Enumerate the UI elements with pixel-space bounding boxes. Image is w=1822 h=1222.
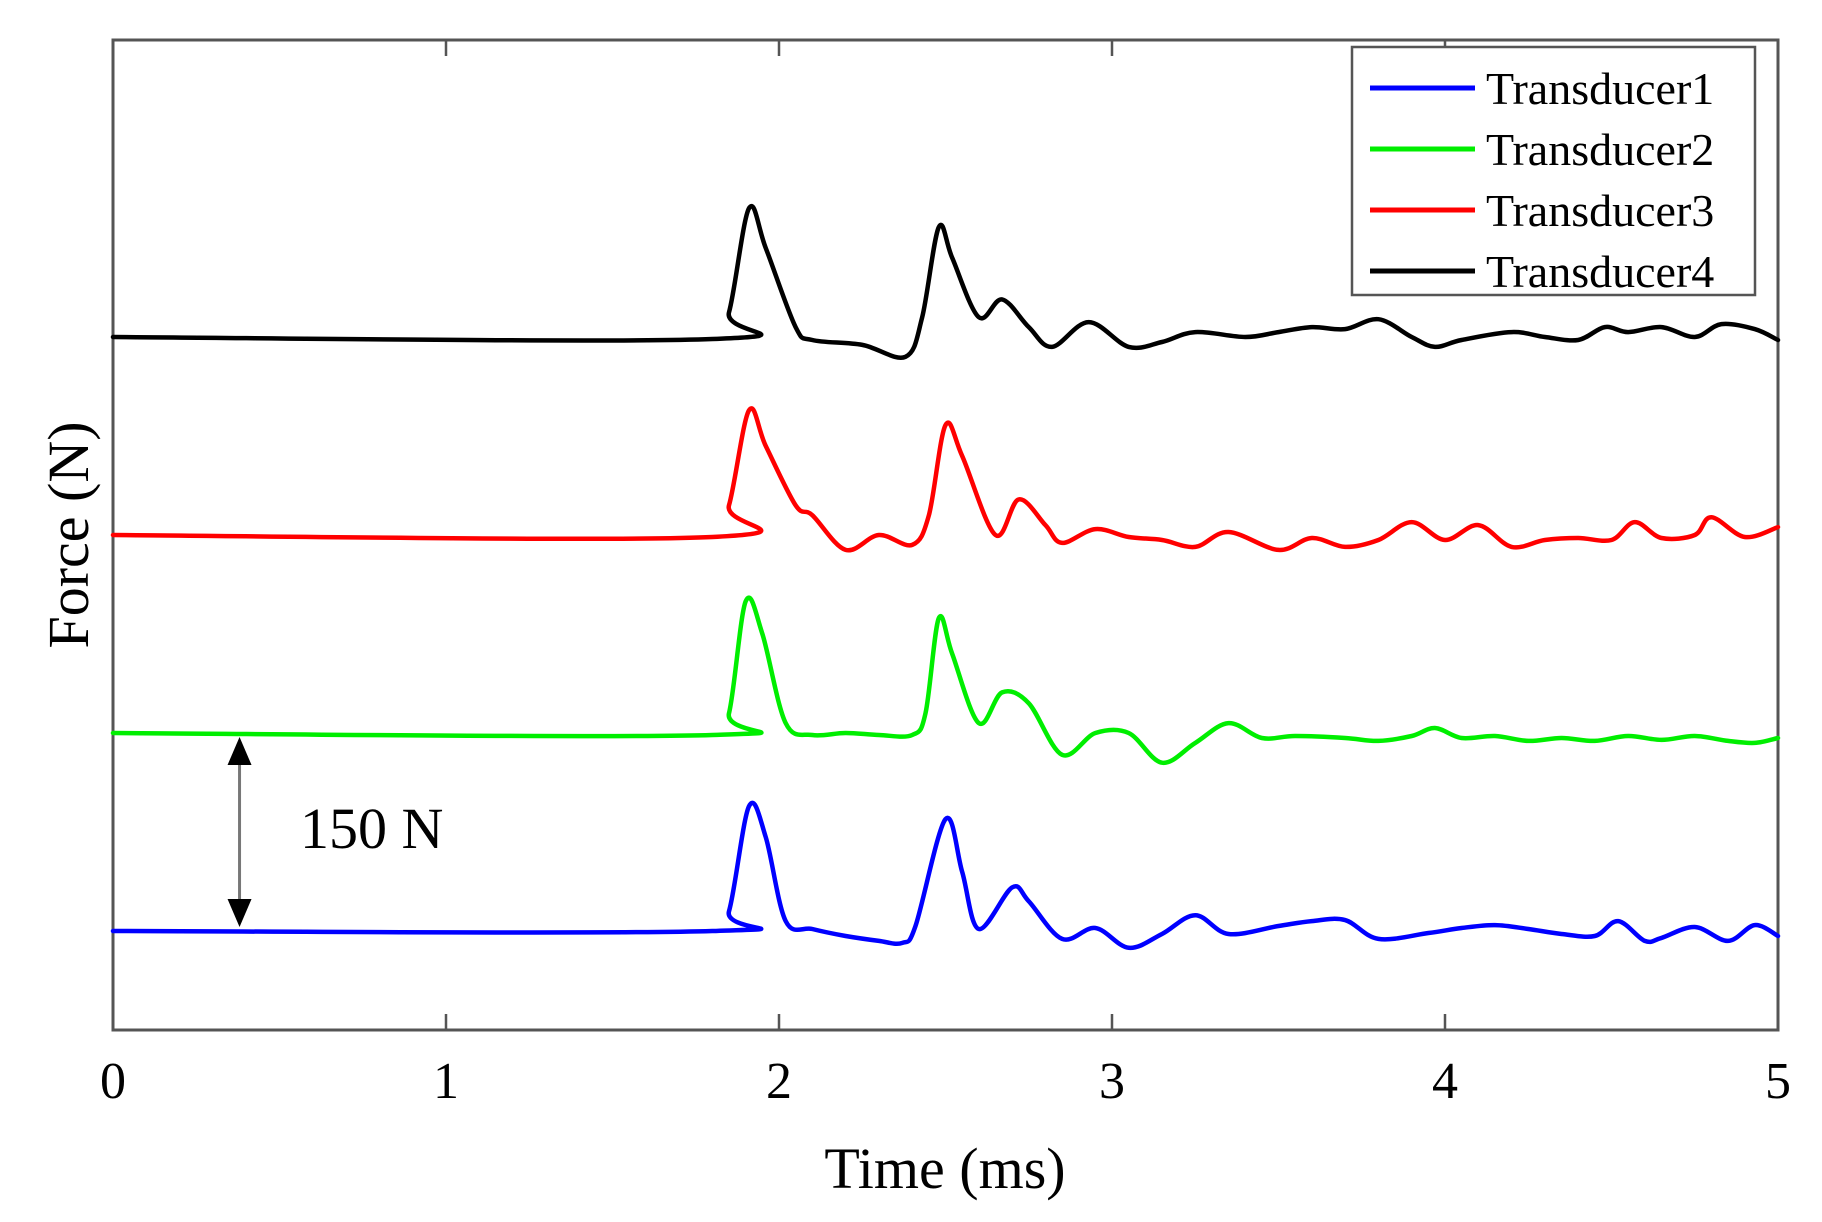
offset-label: 150 N: [300, 796, 443, 861]
y-axis-label: Force (N): [36, 421, 101, 648]
legend-label-transducer4: Transducer4: [1486, 246, 1714, 297]
x-tick-label-0: 0: [100, 1053, 126, 1110]
x-axis-ticks: 0 1 2 3 4 5: [100, 40, 1791, 1110]
legend: Transducer1 Transducer2 Transducer3 Transdu…: [1350, 45, 1757, 297]
x-tick-label-5: 5: [1765, 1053, 1791, 1110]
series-line-transducer3: [110, 406, 1781, 553]
x-tick-label-2: 2: [766, 1053, 792, 1110]
x-tick-label-4: 4: [1432, 1053, 1458, 1110]
series-layer: [110, 203, 1781, 951]
legend-label-transducer1: Transducer1: [1486, 63, 1714, 114]
x-axis-label: Time (ms): [824, 1136, 1065, 1201]
offset-arrow-head-bottom: [227, 899, 252, 927]
x-tick-label-1: 1: [433, 1053, 459, 1110]
series-line-transducer2: [110, 595, 1781, 765]
offset-annotation: 150 N: [227, 737, 443, 927]
offset-arrow-head-top: [227, 737, 252, 765]
legend-label-transducer3: Transducer3: [1486, 185, 1714, 236]
series-line-transducer1: [110, 800, 1781, 951]
x-tick-label-3: 3: [1099, 1053, 1125, 1110]
legend-label-transducer2: Transducer2: [1486, 124, 1714, 175]
series-line-transducer4: [110, 203, 1781, 360]
